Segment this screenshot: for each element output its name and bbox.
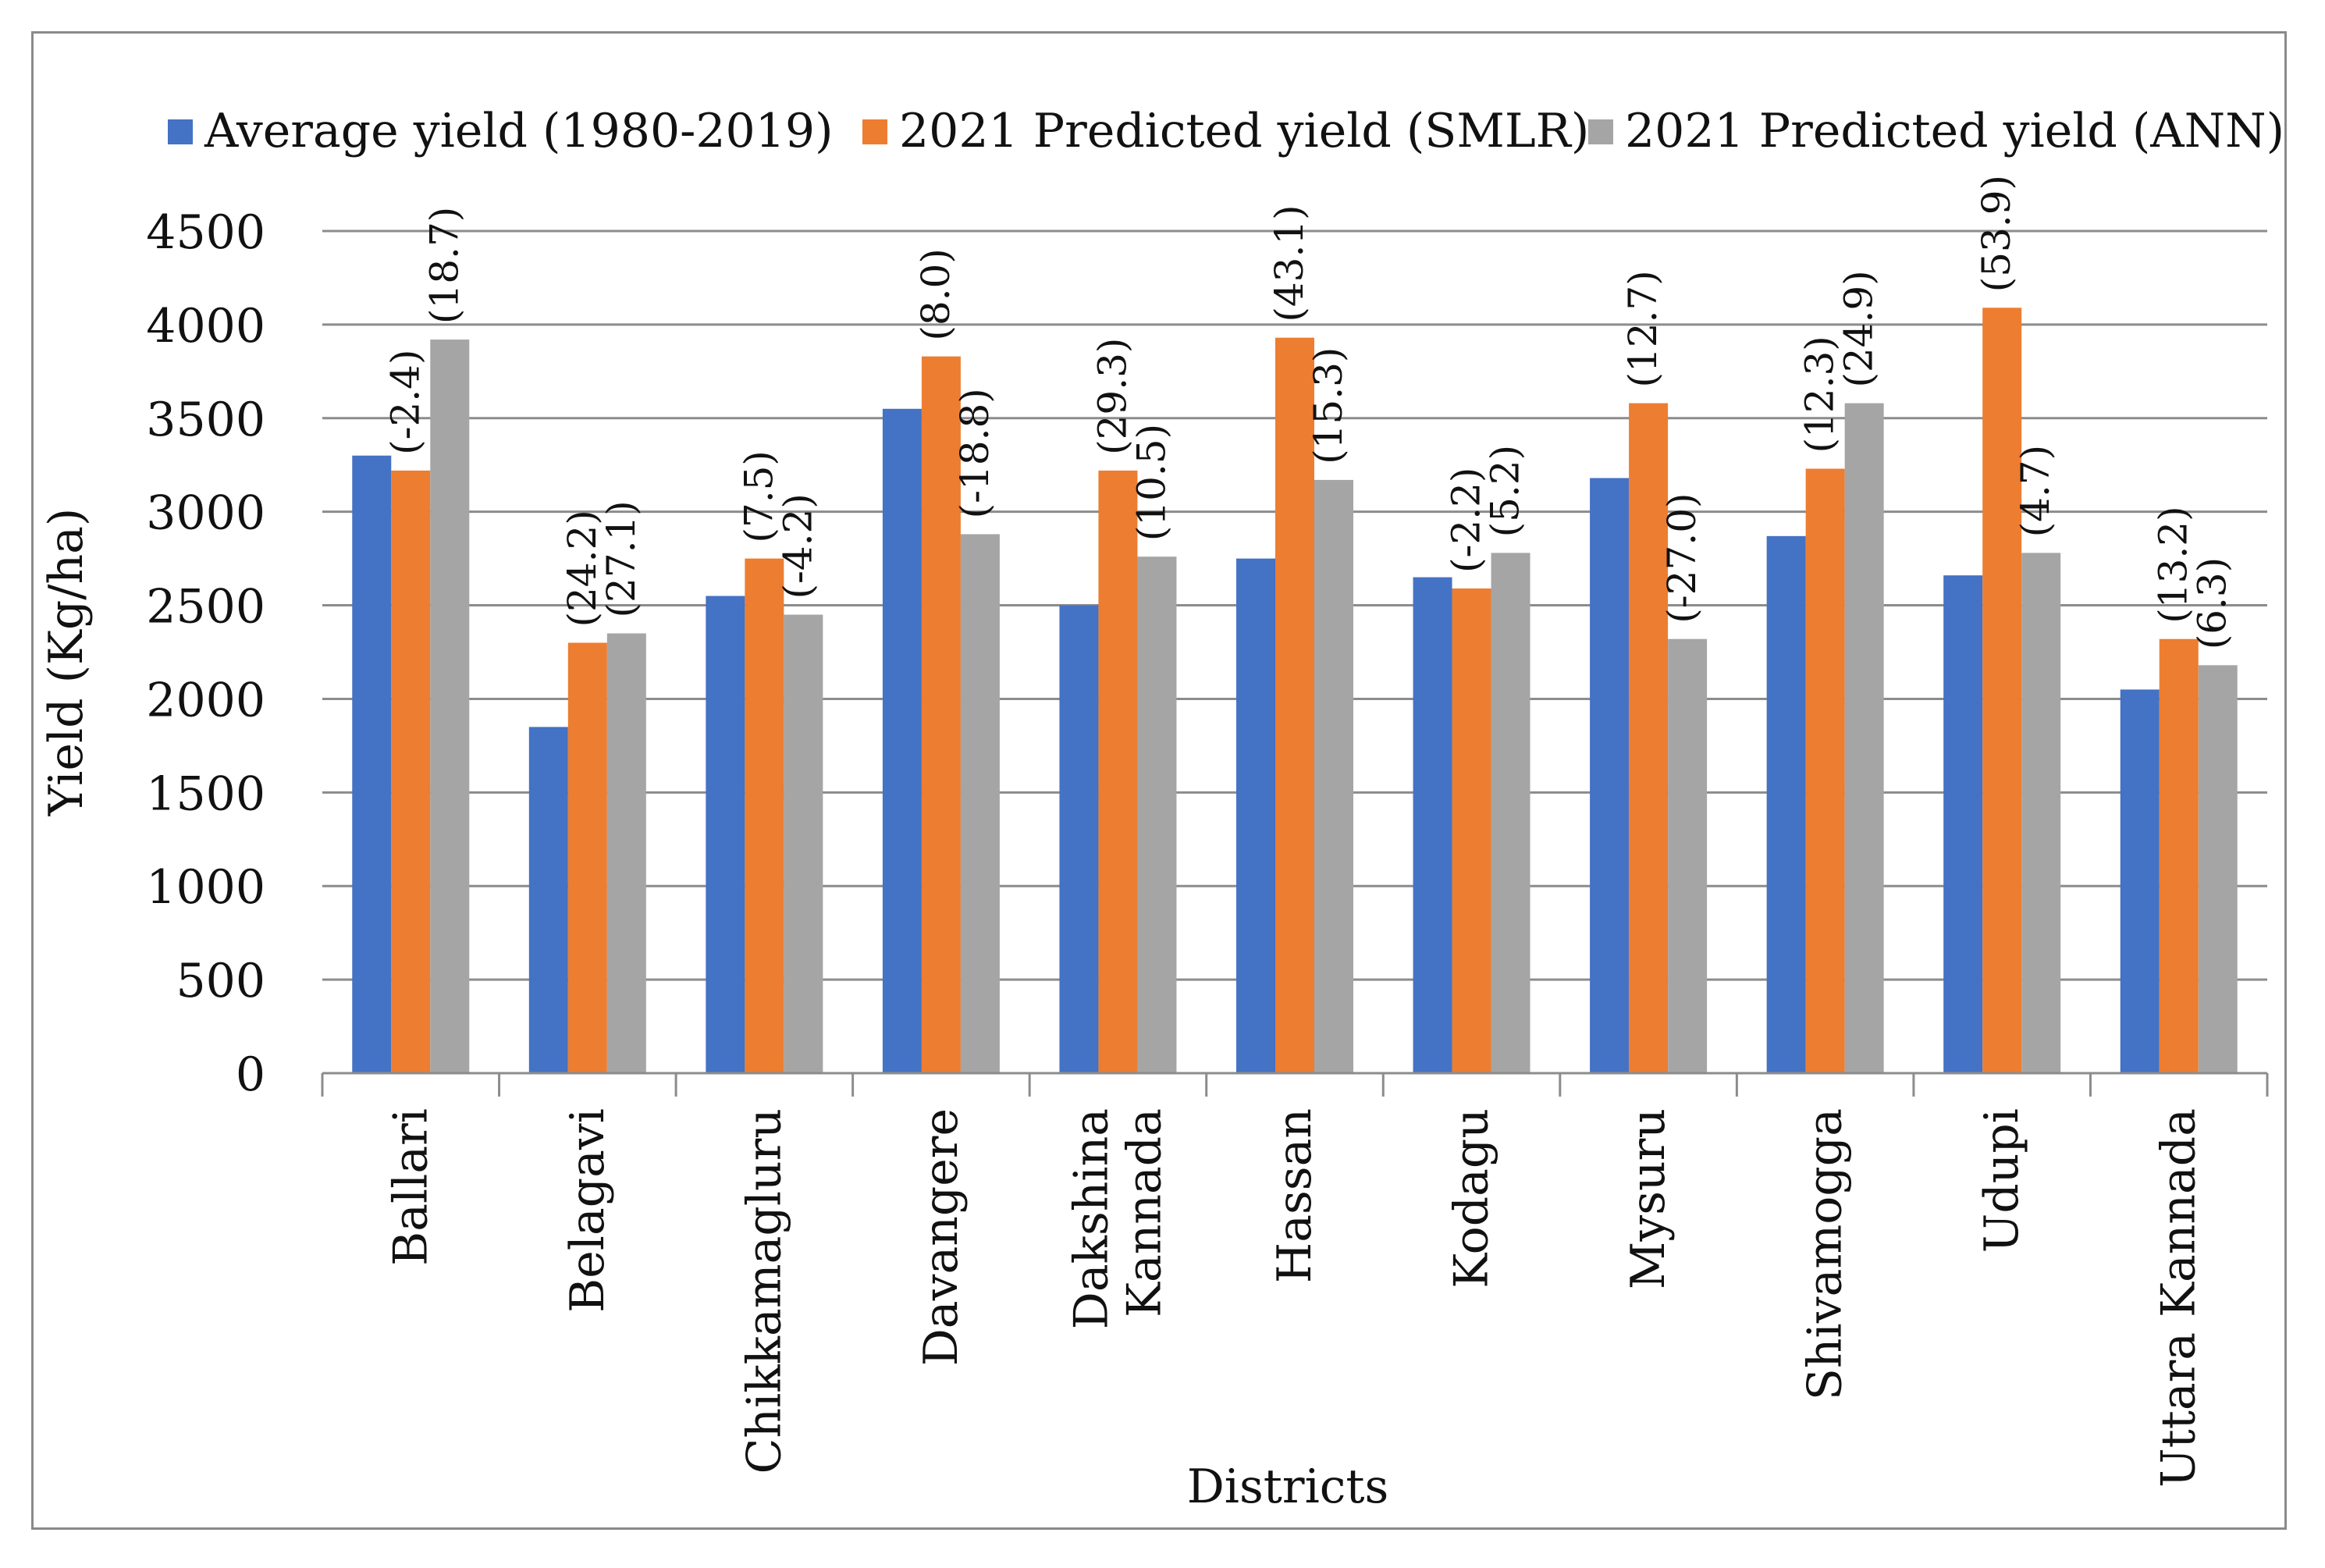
legend-entry: Average yield (1980-2019) [204, 104, 834, 158]
y-tick-label: 4000 [146, 299, 265, 354]
legend: Average yield (1980-2019) 2021 Predicted … [168, 104, 2284, 158]
bar [567, 642, 607, 1073]
category-label: Shivamogga [1798, 1108, 1853, 1400]
y-axis-label: Yield (Kg/ha) [39, 508, 94, 817]
data-label: (-2.4) [382, 349, 428, 454]
y-tick-label: 1000 [146, 860, 265, 915]
category-labels: Ballari Belagavi Chikkamagluru Davangere Dak… [383, 1108, 2206, 1488]
category-label: Davangere [914, 1108, 969, 1366]
category-label: Chikkamagluru [737, 1108, 791, 1474]
category-label: Hassan [1267, 1108, 1322, 1283]
bar [1590, 478, 1630, 1073]
category-label: Kodagu [1445, 1108, 1499, 1289]
bar [745, 558, 784, 1073]
bar [921, 356, 961, 1073]
y-tick-label: 0 [236, 1047, 265, 1102]
bar [784, 614, 823, 1073]
data-label: (-4.2) [775, 493, 820, 599]
bar [1491, 553, 1530, 1073]
bar [1275, 337, 1314, 1073]
bar [1629, 403, 1669, 1073]
bar [391, 470, 431, 1073]
bar [1059, 605, 1099, 1073]
bar [352, 455, 392, 1073]
bar [606, 633, 646, 1073]
category-label: Udupi [1975, 1108, 2029, 1253]
y-tick-label: 3000 [146, 486, 265, 541]
data-label: (12.3) [1797, 336, 1843, 453]
data-label: (4.7) [2013, 445, 2058, 538]
y-tick-label: 2000 [146, 673, 265, 727]
bar [1236, 558, 1275, 1073]
y-tick-labels: 0 500 1000 1500 2000 2500 3000 3500 4000 4500 [146, 205, 265, 1102]
category-label: Kannada [1117, 1108, 1171, 1317]
bar [1314, 479, 1353, 1073]
y-tick-label: 500 [176, 954, 265, 1008]
bar [1137, 556, 1177, 1073]
y-tick-label: 1500 [146, 766, 265, 821]
data-label: (53.9) [1974, 175, 2019, 292]
legend-entry: 2021 Predicted yield (ANN) [1625, 104, 2284, 158]
chart-frame [31, 31, 2287, 1530]
data-label: (18.7) [421, 207, 467, 324]
data-label: (-18.8) [952, 388, 997, 518]
y-tick-label: 2500 [146, 580, 265, 635]
bar [2159, 638, 2199, 1073]
category-label: Mysuru [1621, 1108, 1676, 1289]
data-label: (24.2) [560, 510, 605, 627]
legend-swatch [862, 119, 887, 144]
category-label: Belagavi [560, 1108, 615, 1313]
data-label: (8.0) [913, 248, 958, 341]
data-label: (29.3) [1090, 338, 1135, 455]
bar [1452, 588, 1491, 1073]
bar [430, 340, 470, 1073]
data-label: (27.1) [599, 500, 644, 617]
category-label: Dakshina [1064, 1108, 1118, 1329]
legend-entry: 2021 Predicted yield (SMLR) [899, 104, 1589, 158]
legend-swatch [168, 119, 193, 144]
data-label: (5.2) [1483, 445, 1528, 538]
bar [1805, 468, 1845, 1073]
bar [1413, 577, 1452, 1073]
data-label: (-27.0) [1659, 492, 1705, 623]
data-label: (24.9) [1836, 270, 1882, 387]
bar [1982, 308, 2022, 1073]
data-labels: (-2.4) (24.2) (7.5) (8.0) (29.3) (43.1) (-2.2)… [382, 175, 2234, 649]
bar [1943, 575, 1983, 1073]
bar [528, 727, 568, 1073]
bar [2120, 689, 2160, 1073]
bar [960, 534, 1000, 1073]
legend-swatch [1588, 119, 1613, 144]
bar [882, 408, 922, 1073]
axes [321, 1072, 2269, 1097]
data-label: (13.2) [2151, 506, 2196, 623]
data-label: (12.7) [1620, 270, 1666, 387]
bar [1766, 535, 1806, 1073]
gridlines [322, 229, 2267, 981]
bars [352, 308, 2238, 1073]
category-label: Uttara Kannada [2152, 1108, 2206, 1488]
y-tick-label: 4500 [146, 205, 265, 260]
bar [1098, 470, 1138, 1073]
data-label: (15.3) [1306, 347, 1351, 464]
category-label: Ballari [383, 1108, 438, 1266]
bar [1844, 403, 1884, 1073]
data-label: (43.1) [1267, 204, 1312, 322]
data-label: (6.3) [2190, 557, 2235, 650]
data-label: (10.5) [1129, 424, 1174, 541]
bar [2021, 553, 2061, 1073]
data-label: (7.5) [736, 450, 781, 543]
y-tick-label: 3500 [146, 393, 265, 447]
bar [1668, 638, 1708, 1073]
x-axis-label: Districts [1187, 1460, 1389, 1514]
data-label: (-2.2) [1444, 468, 1489, 573]
bar [2198, 665, 2238, 1073]
bar [706, 596, 745, 1073]
